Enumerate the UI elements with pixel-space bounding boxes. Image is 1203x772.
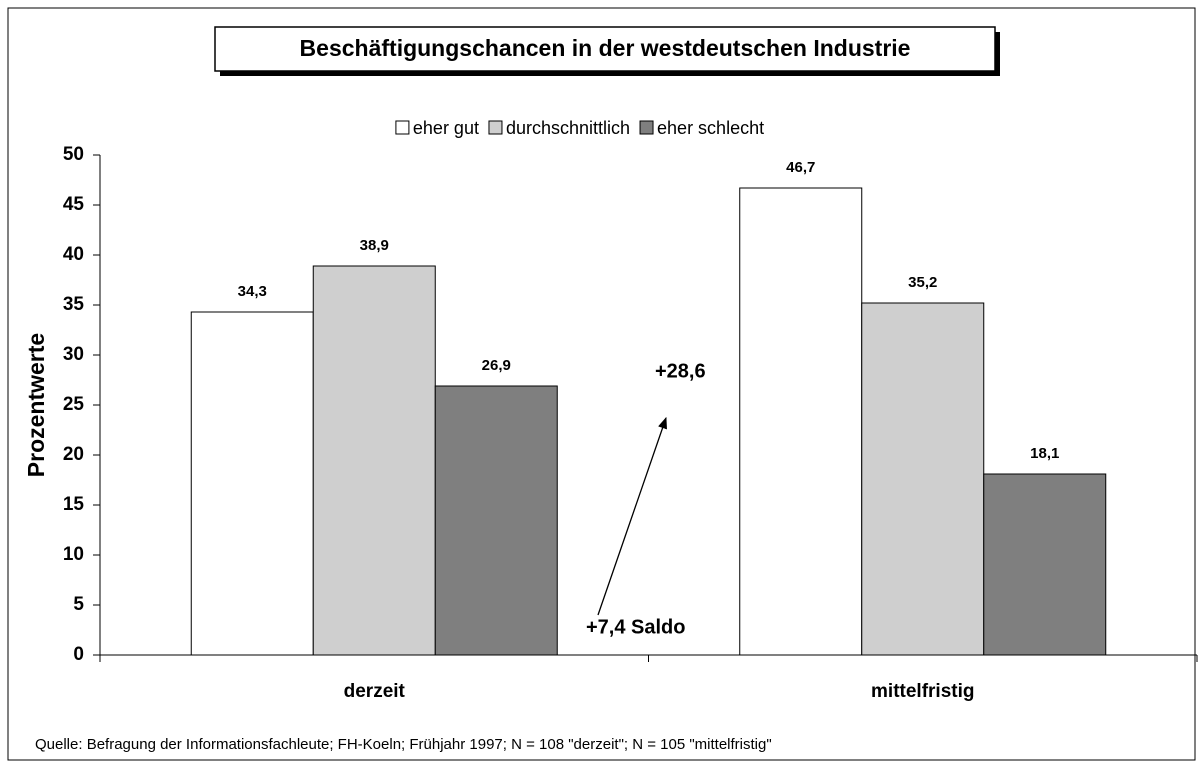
y-axis-label: Prozentwerte: [23, 333, 49, 477]
x-tick-label: derzeit: [344, 681, 406, 702]
frame: [7, 7, 1196, 761]
legend-label: eher schlecht: [657, 118, 764, 138]
y-tick-label: 35: [63, 294, 85, 315]
bar: [739, 187, 863, 656]
bar: [312, 265, 436, 656]
arrow: [597, 416, 667, 616]
chart-title: Beschäftigungschancen in der westdeutsch…: [300, 35, 911, 61]
bar: [190, 311, 314, 656]
value-label: 38,9: [360, 237, 389, 254]
y-tick-label: 50: [63, 144, 84, 165]
y-tick-label: 25: [63, 394, 85, 415]
title-box: [214, 26, 996, 72]
value-label: 35,2: [908, 274, 937, 291]
source-note: Quelle: Befragung der Informationsfachle…: [35, 736, 772, 753]
annotation: +7,4 Saldo: [586, 616, 686, 638]
bar: [861, 302, 985, 656]
legend-swatch: [395, 120, 410, 135]
y-tick-label: 15: [63, 494, 85, 515]
x-tick-label: mittelfristig: [871, 681, 974, 702]
value-label: 26,9: [482, 357, 511, 374]
bar: [983, 473, 1107, 656]
bar: [434, 385, 558, 656]
y-tick-label: 10: [63, 544, 84, 565]
value-label: 34,3: [238, 283, 267, 300]
y-tick-label: 0: [73, 644, 84, 665]
legend-label: eher gut: [413, 118, 479, 138]
legend-label: durchschnittlich: [506, 118, 630, 138]
value-label: 46,7: [786, 159, 815, 176]
annotation: +28,6: [655, 360, 706, 382]
legend-swatch: [639, 120, 654, 135]
y-tick-label: 20: [63, 444, 84, 465]
y-tick-label: 5: [73, 594, 84, 615]
legend-swatch: [488, 120, 503, 135]
y-tick-label: 30: [63, 344, 84, 365]
y-tick-label: 45: [63, 194, 85, 215]
value-label: 18,1: [1030, 445, 1059, 462]
y-tick-label: 40: [63, 244, 84, 265]
